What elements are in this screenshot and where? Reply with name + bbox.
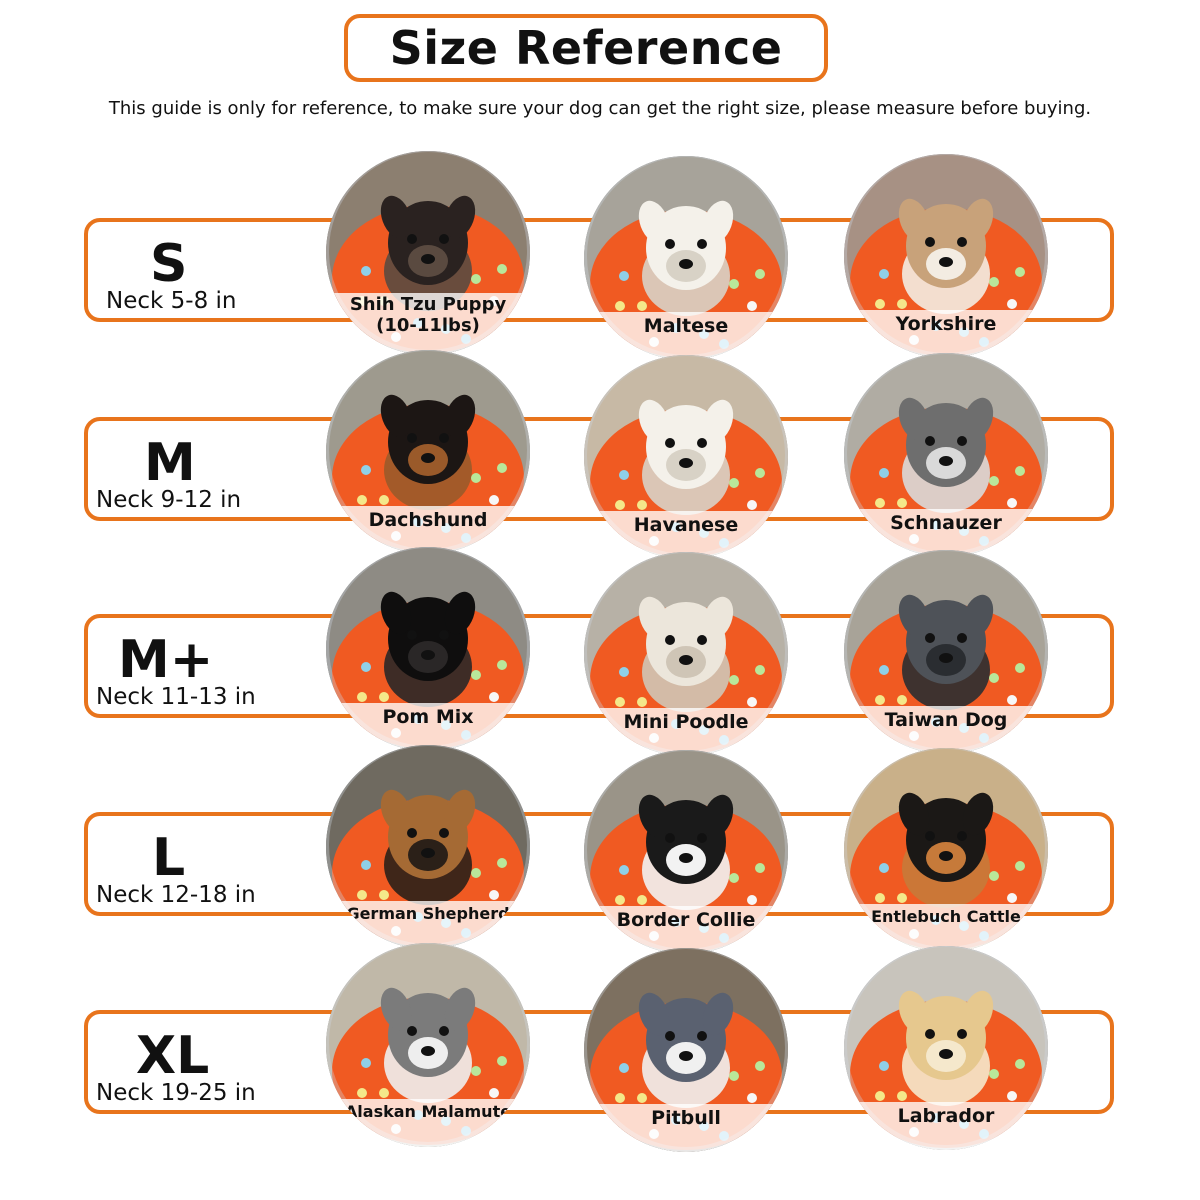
dog-photo: Yorkshire bbox=[844, 154, 1048, 358]
dog-photo: Pom Mix bbox=[326, 547, 530, 751]
dog-breed-label-line: (10-11lbs) bbox=[376, 314, 480, 336]
page-subtitle: This guide is only for reference, to mak… bbox=[108, 98, 1092, 119]
dog-photo: Labrador bbox=[844, 946, 1048, 1150]
dog-breed-label: Mini Poodle bbox=[584, 708, 788, 756]
dog-breed-label: Havanese bbox=[584, 511, 788, 559]
size-code: L bbox=[152, 828, 186, 888]
dog-photo: Mini Poodle bbox=[584, 552, 788, 756]
dog-photo: Schnauzer bbox=[844, 353, 1048, 557]
dog-photo: Entlebuch Cattle bbox=[844, 748, 1048, 952]
dog-breed-label: Labrador bbox=[844, 1102, 1048, 1150]
dog-photo: Havanese bbox=[584, 355, 788, 559]
size-code: S bbox=[150, 234, 188, 294]
size-code: M bbox=[144, 433, 196, 493]
size-neck-range: Neck 5-8 in bbox=[106, 288, 237, 314]
dog-photo: German Shepherd bbox=[326, 745, 530, 949]
dog-breed-label-line: Shih Tzu Puppy bbox=[349, 294, 507, 315]
dog-breed-label: Pitbull bbox=[584, 1104, 788, 1152]
size-code: M+ bbox=[118, 630, 214, 690]
size-code: XL bbox=[136, 1026, 210, 1086]
dog-breed-label: Taiwan Dog bbox=[844, 706, 1048, 754]
dog-breed-label: Alaskan Malamute bbox=[326, 1099, 530, 1147]
dog-breed-label: Yorkshire bbox=[844, 310, 1048, 358]
dog-photo: Dachshund bbox=[326, 350, 530, 554]
dog-photo: Shih Tzu Puppy (10-11lbs) bbox=[326, 151, 530, 355]
dog-breed-label: Schnauzer bbox=[844, 509, 1048, 557]
size-neck-range: Neck 12-18 in bbox=[96, 882, 256, 908]
dog-photo: Alaskan Malamute bbox=[326, 943, 530, 1147]
dog-photo: Maltese bbox=[584, 156, 788, 360]
dog-breed-label: Pom Mix bbox=[326, 703, 530, 751]
dog-breed-label: Border Collie bbox=[584, 906, 788, 954]
size-neck-range: Neck 19-25 in bbox=[96, 1080, 256, 1106]
dog-breed-label: Shih Tzu Puppy (10-11lbs) bbox=[326, 293, 530, 355]
dog-photo: Pitbull bbox=[584, 948, 788, 1152]
dog-photo: Border Collie bbox=[584, 750, 788, 954]
dog-photo: Taiwan Dog bbox=[844, 550, 1048, 754]
page-title: Size Reference bbox=[389, 21, 783, 75]
title-box: Size Reference bbox=[344, 14, 828, 82]
size-neck-range: Neck 9-12 in bbox=[96, 487, 242, 513]
size-neck-range: Neck 11-13 in bbox=[96, 684, 256, 710]
dog-breed-label: Maltese bbox=[584, 312, 788, 360]
dog-breed-label: Entlebuch Cattle bbox=[844, 904, 1048, 952]
dog-breed-label: Dachshund bbox=[326, 506, 530, 554]
dog-breed-label: German Shepherd bbox=[326, 901, 530, 949]
